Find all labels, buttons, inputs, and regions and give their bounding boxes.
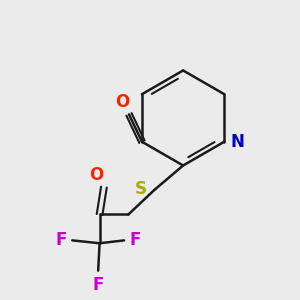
Text: F: F	[92, 276, 104, 294]
Text: F: F	[129, 231, 141, 249]
Text: O: O	[90, 166, 104, 184]
Text: O: O	[116, 93, 130, 111]
Text: F: F	[56, 231, 67, 249]
Text: S: S	[135, 180, 147, 198]
Text: N: N	[231, 133, 244, 151]
